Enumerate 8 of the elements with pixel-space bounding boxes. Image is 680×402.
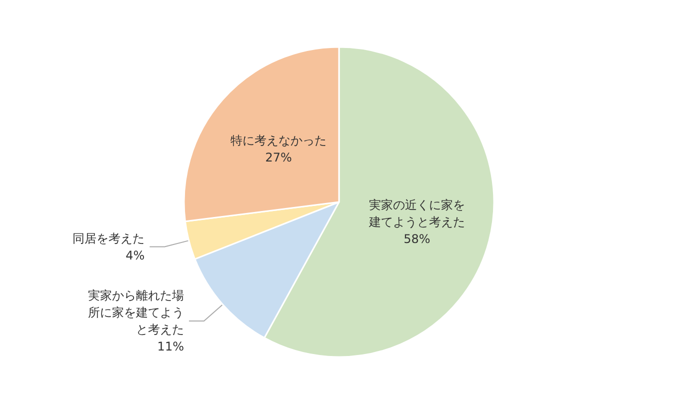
data-label: 27% (265, 150, 292, 164)
slice-label: 特に考えなかった (230, 133, 327, 148)
slice-label: 実家から離れた場所に家を建てようと考えた (88, 288, 184, 337)
data-label: 4% (126, 248, 145, 262)
data-label: 11% (157, 340, 184, 354)
slice-label: 実家の近くに家を建てようと考えた (368, 198, 465, 230)
slice-label: 同居を考えた (72, 231, 145, 246)
data-label: 58% (404, 232, 430, 246)
